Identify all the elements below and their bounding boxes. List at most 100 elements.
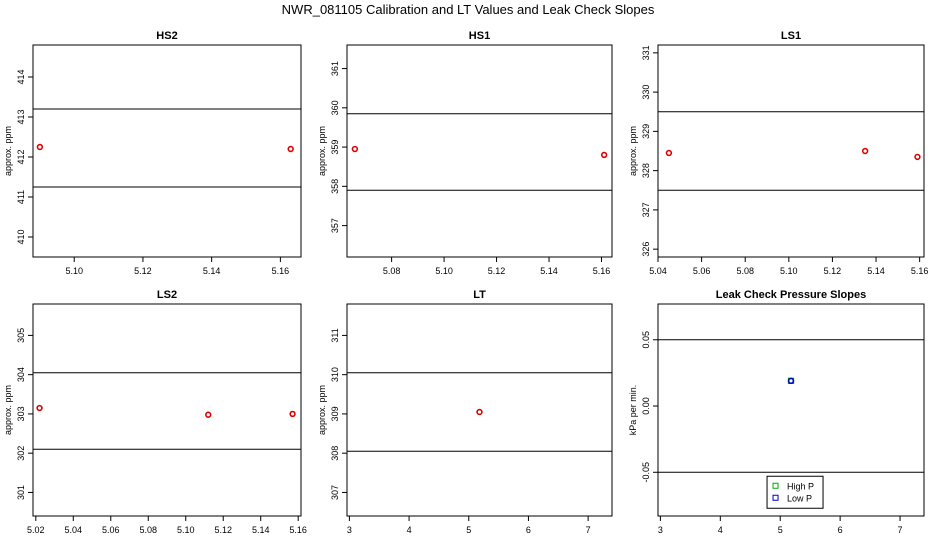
x-tick-label: 5	[778, 525, 783, 535]
y-tick-label: 304	[16, 367, 26, 382]
y-tick-label: 361	[330, 61, 340, 76]
data-point	[861, 147, 869, 155]
x-tick-label: 5	[466, 525, 471, 535]
y-tick-label: 330	[641, 85, 651, 100]
legend-marker	[772, 494, 779, 501]
y-tick-label: 360	[330, 100, 340, 115]
y-axis-label: approx. ppm	[317, 126, 327, 176]
x-tick-label: 5.14	[252, 525, 270, 535]
x-tick-label: 5.16	[911, 266, 929, 276]
panel-title-leak-check-pressure-slopes: Leak Check Pressure Slopes	[716, 289, 866, 301]
y-tick-label: 327	[641, 202, 651, 217]
main-title: NWR_081105 Calibration and LT Values and…	[281, 2, 655, 17]
y-tick-label: 311	[330, 328, 340, 342]
legend-label: High P	[787, 481, 814, 491]
data-point	[36, 143, 44, 151]
y-tick-label: 328	[641, 163, 651, 178]
y-tick-label: 357	[330, 218, 340, 233]
x-tick-label: 5.02	[27, 525, 45, 535]
y-tick-label: 411	[16, 190, 26, 204]
x-tick-label: 3	[347, 525, 352, 535]
panel-title-ls2: LS2	[157, 289, 177, 301]
x-tick-label: 5.16	[593, 266, 611, 276]
y-axis-label: approx. ppm	[3, 126, 13, 176]
y-tick-label: 358	[330, 179, 340, 194]
x-tick-label: 5.14	[203, 266, 221, 276]
y-tick-label: 329	[641, 124, 651, 139]
x-tick-label: 4	[718, 525, 723, 535]
x-tick-label: 5.04	[649, 266, 667, 276]
y-tick-label: 412	[16, 149, 26, 164]
y-tick-label: 305	[16, 328, 26, 343]
data-point	[914, 153, 921, 161]
x-tick-label: 5.10	[435, 266, 453, 276]
y-tick-label: 331	[641, 45, 651, 60]
x-tick-label: 5.08	[383, 266, 401, 276]
x-tick-label: 5.14	[540, 266, 558, 276]
plot-frame-lt	[346, 303, 613, 517]
legend-box	[766, 475, 824, 509]
data-point	[289, 410, 296, 418]
y-axis-label: approx. ppm	[3, 385, 13, 435]
data-point	[287, 145, 294, 153]
y-tick-label: 0.05	[641, 331, 651, 349]
data-point	[665, 149, 673, 157]
x-tick-label: 5.16	[272, 266, 290, 276]
y-tick-label: 359	[330, 140, 340, 155]
plot-frame-ls1	[657, 44, 925, 258]
legend-marker	[772, 482, 779, 489]
y-axis-label: approx. ppm	[628, 126, 638, 176]
y-tick-label: 309	[330, 406, 340, 421]
x-tick-label: 5.10	[780, 266, 798, 276]
x-tick-label: 7	[898, 525, 903, 535]
y-tick-label: 303	[16, 406, 26, 421]
x-tick-label: 6	[838, 525, 843, 535]
x-tick-label: 5.06	[102, 525, 120, 535]
data-point	[600, 151, 608, 159]
y-tick-label: 0.00	[641, 397, 651, 415]
data-point	[205, 411, 212, 418]
data-point	[351, 145, 359, 153]
y-tick-label: 302	[16, 446, 26, 461]
x-tick-label: 5.08	[736, 266, 754, 276]
y-tick-label: 301	[16, 485, 26, 500]
x-tick-label: 4	[407, 525, 412, 535]
y-tick-label: 414	[16, 69, 26, 84]
data-point	[476, 408, 483, 416]
panel-title-ls1: LS1	[781, 30, 801, 42]
x-tick-label: 5.16	[289, 525, 307, 535]
y-tick-label: 413	[16, 109, 26, 124]
x-tick-label: 5.14	[867, 266, 885, 276]
panel-title-hs1: HS1	[469, 30, 490, 42]
x-tick-label: 5.12	[488, 266, 506, 276]
x-tick-label: 3	[658, 525, 663, 535]
y-tick-label: 326	[641, 242, 651, 257]
x-tick-label: 7	[586, 525, 591, 535]
panel-title-lt: LT	[473, 289, 486, 301]
legend-label: Low P	[787, 493, 812, 503]
plot-frame-leak-check-pressure-slopes	[657, 303, 925, 517]
x-tick-label: 5.04	[65, 525, 83, 535]
y-axis-label: kPa per min.	[628, 385, 638, 436]
x-tick-label: 5.08	[139, 525, 157, 535]
y-tick-label: 310	[330, 367, 340, 382]
x-tick-label: 6	[526, 525, 531, 535]
x-tick-label: 5.10	[177, 525, 195, 535]
y-tick-label: 308	[330, 446, 340, 461]
x-tick-label: 5.12	[824, 266, 842, 276]
x-tick-label: 5.12	[214, 525, 232, 535]
x-tick-label: 5.06	[693, 266, 711, 276]
data-point	[36, 404, 43, 412]
x-tick-label: 5.10	[65, 266, 83, 276]
y-tick-label: 410	[16, 229, 26, 244]
y-tick-label: 307	[330, 485, 340, 500]
y-tick-label: -0.05	[641, 462, 651, 483]
plot-frame-hs1	[346, 44, 613, 258]
panel-title-hs2: HS2	[156, 30, 177, 42]
y-axis-label: approx. ppm	[317, 385, 327, 435]
x-tick-label: 5.12	[134, 266, 152, 276]
plot-frame-ls2	[32, 303, 302, 517]
plot-frame-hs2	[32, 44, 302, 258]
data-point	[787, 377, 795, 385]
